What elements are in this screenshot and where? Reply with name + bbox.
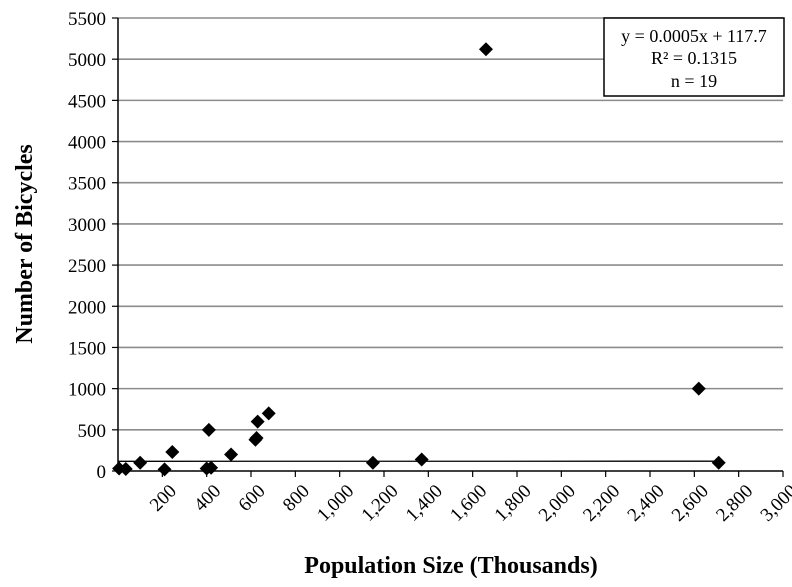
y-tick-label: 4500 — [68, 91, 106, 112]
sample-size-label: n = 19 — [671, 71, 717, 91]
x-tick-label: 1,800 — [491, 481, 536, 526]
x-axis-title: Population Size (Thousands) — [304, 553, 597, 579]
x-tick-label: 1,600 — [446, 481, 491, 526]
x-tick-label: 3,000 — [757, 481, 792, 526]
x-tick-label: 200 — [146, 481, 181, 516]
x-tick-label: 600 — [235, 481, 270, 516]
y-tick-labels: 0 500 1000 1500 2000 2500 3000 3500 4000 4500 5000… — [68, 9, 118, 483]
x-tick-label: 2,400 — [624, 481, 669, 526]
y-tick-label: 3000 — [68, 215, 106, 236]
y-tick-label: 2000 — [68, 297, 106, 318]
data-point — [202, 423, 216, 437]
data-points — [112, 42, 726, 476]
trendline-equation: y = 0.0005x + 117.7 — [621, 26, 767, 46]
data-point — [366, 456, 380, 470]
x-tick-label: 2,000 — [535, 481, 580, 526]
x-tick-label: 1,200 — [358, 481, 403, 526]
x-tick-label: 2,600 — [668, 481, 713, 526]
x-tick-label: 2,200 — [579, 481, 624, 526]
x-tick-label: 800 — [279, 481, 314, 516]
data-point — [692, 382, 706, 396]
data-point — [479, 42, 493, 56]
y-axis-title: Number of Bicycles — [12, 144, 38, 344]
y-tick-label: 1000 — [68, 380, 106, 401]
data-point — [133, 456, 147, 470]
data-point — [158, 462, 172, 476]
x-tick-label: 1,400 — [402, 481, 447, 526]
r-squared-label: R² = 0.1315 — [651, 48, 737, 68]
y-tick-label: 0 — [97, 462, 107, 483]
y-tick-label: 2500 — [68, 256, 106, 277]
data-point — [250, 431, 264, 445]
y-tick-label: 3500 — [68, 174, 106, 195]
x-tick-label: 1,000 — [313, 481, 358, 526]
y-tick-label: 1500 — [68, 338, 106, 359]
data-point — [712, 456, 726, 470]
equation-box: y = 0.0005x + 117.7 R² = 0.1315 n = 19 — [604, 18, 784, 96]
y-tick-label: 500 — [78, 421, 107, 442]
y-tick-label: 5000 — [68, 50, 106, 71]
y-tick-label: 4000 — [68, 133, 106, 154]
x-tick-label: 400 — [190, 481, 225, 516]
data-point — [165, 445, 179, 459]
data-point — [224, 448, 238, 462]
data-point — [415, 452, 429, 466]
x-tick-label: 2,800 — [712, 481, 757, 526]
y-tick-label: 5500 — [68, 9, 106, 30]
data-point — [262, 406, 276, 420]
data-point — [251, 415, 265, 429]
